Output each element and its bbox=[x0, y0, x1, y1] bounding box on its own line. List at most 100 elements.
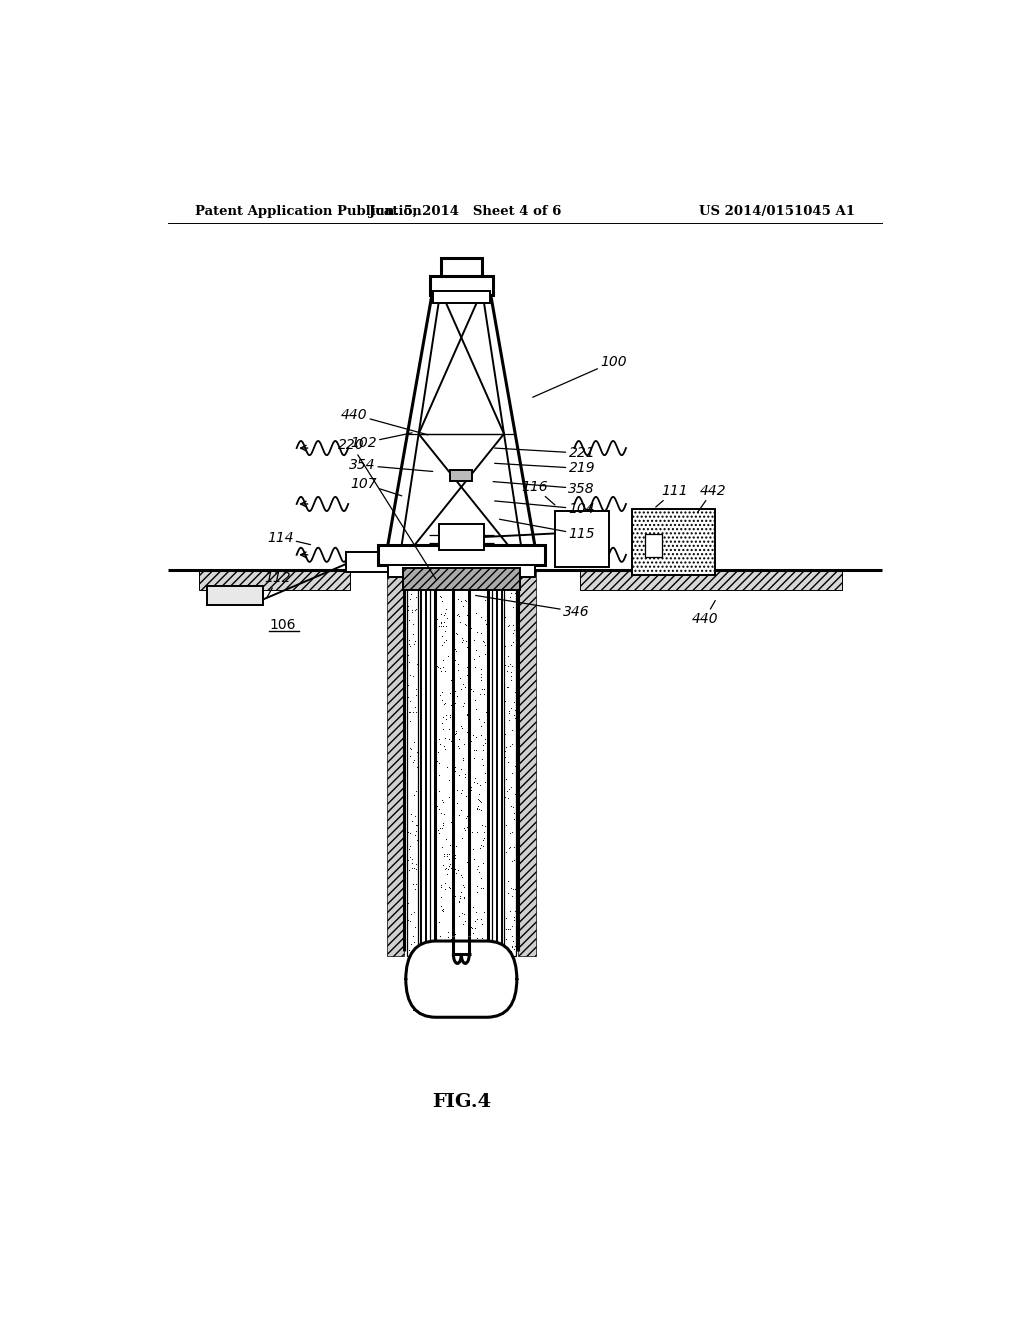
Point bbox=[438, 863, 455, 884]
Point bbox=[411, 969, 427, 990]
Point bbox=[444, 693, 461, 714]
Point bbox=[502, 919, 518, 940]
Point bbox=[430, 942, 446, 964]
Point bbox=[507, 700, 523, 721]
Point bbox=[503, 940, 519, 961]
Point bbox=[475, 734, 492, 755]
Point bbox=[507, 763, 523, 784]
Bar bbox=[200, 570, 350, 590]
Point bbox=[453, 715, 469, 737]
Point bbox=[466, 849, 482, 870]
Point bbox=[459, 722, 475, 743]
Point bbox=[481, 946, 498, 968]
Point bbox=[498, 814, 514, 836]
Point bbox=[477, 772, 494, 793]
Point bbox=[473, 664, 489, 685]
Point bbox=[434, 814, 451, 836]
Point bbox=[469, 928, 485, 949]
Point bbox=[446, 862, 463, 883]
Point bbox=[430, 818, 446, 840]
Point bbox=[504, 974, 520, 995]
Point bbox=[472, 799, 488, 820]
Point bbox=[472, 667, 488, 688]
Point bbox=[497, 675, 513, 696]
Point bbox=[470, 931, 486, 952]
Bar bbox=[632, 510, 715, 576]
Bar bbox=[378, 545, 545, 565]
Point bbox=[471, 949, 487, 970]
Point bbox=[475, 876, 492, 898]
Point bbox=[471, 838, 487, 859]
Point bbox=[400, 634, 417, 655]
Point bbox=[432, 586, 449, 607]
Point bbox=[464, 917, 480, 939]
Point bbox=[499, 661, 515, 682]
Point bbox=[404, 665, 421, 686]
Point bbox=[434, 590, 451, 611]
Point bbox=[496, 569, 512, 590]
Point bbox=[507, 936, 523, 957]
Point bbox=[459, 705, 475, 726]
Point bbox=[456, 904, 472, 925]
Point bbox=[409, 586, 425, 607]
Point bbox=[410, 700, 426, 721]
Point bbox=[439, 945, 456, 966]
Point bbox=[465, 725, 481, 746]
Point bbox=[437, 859, 454, 880]
Point bbox=[433, 895, 450, 916]
Point bbox=[402, 933, 419, 954]
Point bbox=[437, 705, 454, 726]
Point bbox=[452, 888, 468, 909]
Text: 107: 107 bbox=[350, 477, 401, 496]
Point bbox=[434, 713, 451, 734]
Point bbox=[410, 890, 426, 911]
Point bbox=[504, 850, 520, 871]
Point bbox=[479, 991, 496, 1012]
Point bbox=[474, 968, 490, 989]
Point bbox=[445, 961, 462, 982]
Point bbox=[441, 729, 458, 750]
Point bbox=[435, 843, 452, 865]
Point bbox=[504, 656, 520, 677]
Point bbox=[434, 961, 451, 982]
Point bbox=[451, 936, 467, 957]
Point bbox=[442, 997, 459, 1018]
Text: 346: 346 bbox=[475, 595, 590, 619]
Point bbox=[431, 615, 447, 636]
Point bbox=[467, 639, 483, 660]
Point bbox=[500, 677, 516, 698]
Point bbox=[432, 960, 449, 981]
Point bbox=[446, 867, 463, 888]
Point bbox=[410, 946, 426, 968]
Point bbox=[452, 891, 468, 912]
Point bbox=[506, 849, 522, 870]
Point bbox=[399, 899, 416, 920]
Point bbox=[463, 776, 479, 797]
Point bbox=[439, 845, 456, 866]
Point bbox=[454, 632, 470, 653]
Point bbox=[449, 792, 465, 813]
Point bbox=[472, 715, 488, 737]
Point bbox=[469, 855, 485, 876]
Point bbox=[465, 680, 481, 701]
Point bbox=[419, 991, 435, 1012]
Point bbox=[450, 660, 466, 681]
Point bbox=[407, 878, 423, 899]
Point bbox=[410, 942, 426, 964]
Point bbox=[420, 970, 436, 991]
Point bbox=[471, 645, 487, 667]
Point bbox=[407, 916, 423, 937]
Point bbox=[492, 995, 508, 1016]
Point bbox=[468, 902, 484, 923]
Point bbox=[408, 824, 424, 845]
Point bbox=[455, 913, 471, 935]
Point bbox=[452, 999, 468, 1020]
Point bbox=[411, 975, 427, 997]
Point bbox=[398, 603, 415, 624]
Point bbox=[503, 665, 519, 686]
Point bbox=[483, 995, 500, 1016]
Point bbox=[409, 653, 425, 675]
Bar bbox=[451, 470, 472, 480]
Point bbox=[479, 962, 496, 983]
Point bbox=[459, 805, 475, 826]
